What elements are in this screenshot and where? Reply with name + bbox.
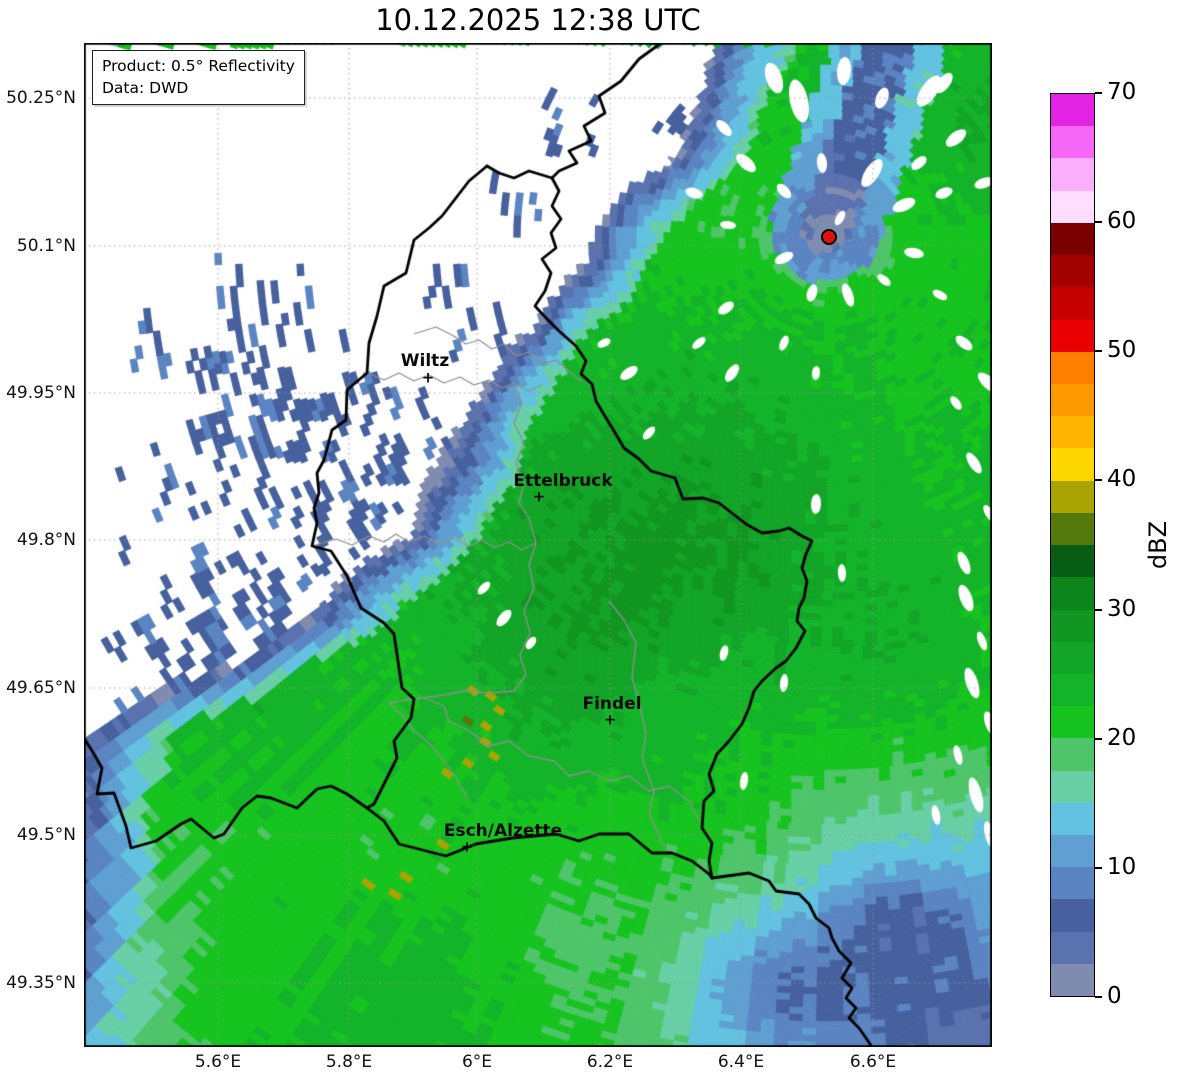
colorbar-tick (1095, 479, 1102, 482)
colorbar-segment (1051, 287, 1094, 320)
colorbar-segment (1051, 158, 1094, 191)
y-axis-tick-label: 49.5°N (16, 825, 76, 845)
y-axis-tick-label: 50.25°N (6, 88, 76, 108)
y-axis-tick-label: 49.35°N (6, 973, 76, 993)
city-label: Ettelbruck (513, 471, 613, 491)
colorbar-segment (1051, 770, 1094, 803)
x-axis-tick-label: 5.6°E (194, 1052, 242, 1072)
colorbar-tick (1095, 608, 1102, 611)
colorbar-segment (1051, 255, 1094, 288)
product-info-box: Product: 0.5° Reflectivity Data: DWD (92, 50, 305, 105)
city-marker-icon: + (603, 710, 617, 729)
colorbar-segment (1051, 835, 1094, 868)
colorbar-segment (1051, 416, 1094, 449)
colorbar-tick (1095, 221, 1102, 224)
colorbar-segment (1051, 351, 1094, 384)
city-marker-icon: + (532, 487, 546, 506)
colorbar-segment (1051, 899, 1094, 932)
x-axis-tick-label: 6.4°E (717, 1052, 765, 1072)
colorbar-segment (1051, 577, 1094, 610)
info-box-data-line: Data: DWD (102, 79, 189, 97)
colorbar-segment (1051, 673, 1094, 707)
colorbar-axis-label: dBZ (1144, 520, 1172, 570)
colorbar-segment (1051, 480, 1094, 513)
colorbar-segment (1051, 94, 1094, 127)
city-marker-icon: + (460, 837, 474, 856)
map-plot (84, 43, 992, 1047)
colorbar-segment (1051, 319, 1094, 352)
colorbar-tick (1095, 866, 1102, 869)
colorbar-segment (1051, 641, 1094, 674)
colorbar-tick (1095, 996, 1102, 998)
colorbar-tick (1095, 737, 1102, 740)
colorbar-tick-label: 40 (1107, 466, 1137, 493)
city-marker-icon: + (421, 368, 435, 387)
colorbar-tick-label: 50 (1107, 337, 1137, 364)
colorbar-tick-label: 20 (1107, 724, 1137, 751)
colorbar-segment (1051, 867, 1094, 900)
y-axis-tick-label: 49.8°N (16, 530, 76, 550)
colorbar-tick (1095, 92, 1102, 94)
colorbar-segment (1051, 383, 1094, 417)
plot-title: 10.12.2025 12:38 UTC (375, 3, 701, 37)
colorbar-gradient (1050, 93, 1095, 997)
colorbar-segment (1051, 802, 1094, 836)
info-box-product-line: Product: 0.5° Reflectivity (102, 57, 295, 75)
city-label: Wiltz (400, 351, 450, 371)
colorbar-segment (1051, 738, 1094, 771)
colorbar: 0 10 20 30 40 50 60 70 dBZ (1050, 79, 1184, 1009)
colorbar-tick-label: 30 (1107, 595, 1137, 622)
x-axis-tick-label: 6.2°E (586, 1052, 634, 1072)
radar-site-dot (821, 229, 837, 245)
colorbar-segment (1051, 545, 1094, 578)
colorbar-tick-label: 70 (1107, 78, 1137, 105)
city-label: Esch/Alzette (443, 821, 563, 841)
x-axis-tick-label: 5.8°E (325, 1052, 373, 1072)
colorbar-segment (1051, 963, 1094, 997)
y-axis-tick-label: 49.95°N (6, 383, 76, 403)
colorbar-tick-label: 60 (1107, 208, 1137, 235)
colorbar-segment (1051, 706, 1094, 739)
colorbar-segment (1051, 448, 1094, 481)
colorbar-segment (1051, 190, 1094, 223)
colorbar-segment (1051, 609, 1094, 642)
colorbar-tick-label: 10 (1107, 853, 1137, 880)
colorbar-segment (1051, 222, 1094, 256)
x-axis-tick-label: 6°E (461, 1052, 493, 1072)
y-axis-tick-label: 50.1°N (16, 236, 76, 256)
city-label: Findel (582, 694, 642, 714)
colorbar-tick-label: 0 (1107, 982, 1122, 1009)
colorbar-segment (1051, 931, 1094, 964)
colorbar-segment (1051, 512, 1094, 546)
colorbar-segment (1051, 126, 1094, 159)
y-axis-tick-label: 49.65°N (6, 678, 76, 698)
colorbar-tick (1095, 350, 1102, 353)
x-axis-tick-label: 6.6°E (849, 1052, 897, 1072)
radar-map-canvas (84, 43, 992, 1047)
